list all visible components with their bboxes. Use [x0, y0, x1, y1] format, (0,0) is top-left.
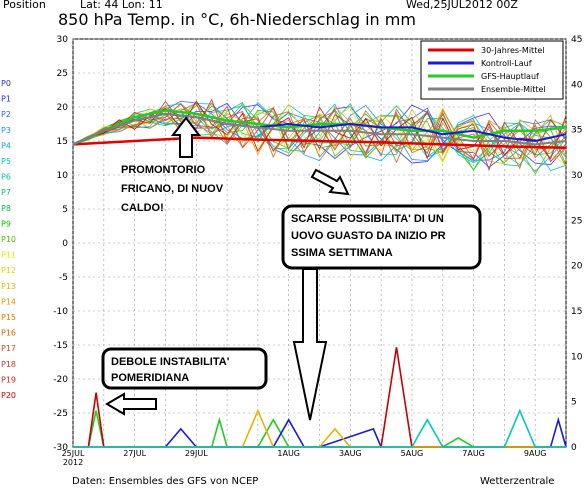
data-source: Daten: Ensembles des GFS von NCEP: [72, 476, 259, 487]
up-arrow-icon: [170, 116, 202, 158]
x-tick-label: 27JUL: [123, 449, 146, 458]
left-arrow-icon: [105, 392, 157, 416]
y-right-tick-label: 25: [571, 216, 582, 226]
series-ensemble-mittel: [72, 112, 567, 146]
legend-label: Ensemble-Mittel: [481, 85, 546, 94]
x-tick-label: 3AUG: [339, 449, 362, 458]
y-left-tick-label: -15: [53, 341, 68, 351]
perturbation-label: P19: [1, 375, 16, 384]
y-left-tick-label: 20: [57, 103, 69, 113]
y-left-tick-label: -5: [59, 273, 68, 283]
perturbation-label: P7: [1, 188, 11, 197]
x-tick-label: 7AUG: [462, 449, 485, 458]
brand-label: Wetterzentrale: [480, 476, 555, 487]
perturbation-label: P3: [1, 126, 11, 135]
y-left-tick-label: -25: [53, 409, 68, 419]
y-right-tick-label: 15: [571, 307, 582, 317]
perturbation-label: P18: [1, 360, 16, 369]
run-datetime: Wed,25JUL2012 00Z: [406, 0, 518, 11]
y-right-tick-label: 5: [571, 398, 577, 408]
series-30-jahres-mittel: [72, 136, 567, 150]
y-left-tick-label: 5: [62, 205, 68, 215]
ensemble-member-p18: [72, 103, 567, 163]
down-arrow-icon: [292, 268, 328, 421]
perturbation-label: P11: [1, 251, 16, 260]
legend-label: Kontroll-Lauf: [481, 59, 532, 68]
y-right-tick-label: 30: [571, 171, 583, 181]
y-right-tick-label: 45: [571, 35, 582, 45]
annotation-box: [101, 347, 268, 390]
perturbation-label: P0: [1, 79, 11, 88]
y-right-tick-label: 35: [571, 126, 582, 136]
annotation-debole: DEBOLE INSTABILITA': [111, 356, 230, 368]
perturbation-label: P5: [1, 157, 11, 166]
x-tick-label: 5AUG: [401, 449, 424, 458]
y-right-tick-label: 20: [571, 262, 583, 272]
annotation-promontorio: PROMONTORIO: [121, 164, 206, 176]
y-left-tick-label: 0: [62, 239, 68, 249]
annotation-scarse: SSIMA SETTIMANA: [291, 247, 393, 259]
perturbation-label: P1: [1, 95, 11, 104]
perturbation-label: P14: [1, 297, 16, 306]
perturbation-label: P17: [1, 344, 16, 353]
perturbation-label: P20: [1, 391, 16, 400]
y-left-tick-label: 10: [57, 171, 69, 181]
y-right-tick-label: 0: [571, 443, 577, 453]
perturbation-label: P6: [1, 173, 11, 182]
x-tick-label: 29JUL: [185, 449, 208, 458]
perturbation-label: P16: [1, 329, 16, 338]
y-left-tick-label: 25: [57, 69, 68, 79]
x-tick-label: 1AUG: [277, 449, 300, 458]
perturbation-label: P8: [1, 204, 11, 213]
annotations: PROMONTORIO FRICANO, DI NUOV CALDO! SCARS…: [101, 116, 482, 421]
x-tick-label: 9AUG: [524, 449, 547, 458]
perturbation-label: P2: [1, 110, 11, 119]
axes: 30 25 20 15 10 5 0 -5 -10 -15 -20 -25 -30 45 40 35 30 25 2…: [1, 35, 583, 467]
series-gfs-hauptlauf: [72, 109, 567, 146]
perturbation-label: P13: [1, 282, 16, 291]
perturbation-label: P4: [1, 141, 11, 150]
legend-label: 30-Jahres-Mittel: [481, 46, 544, 55]
perturbation-label: P10: [1, 235, 16, 244]
x-tick-label: 2012: [63, 458, 83, 467]
precipitation-series: [73, 347, 567, 448]
y-left-tick-label: 30: [57, 35, 69, 45]
precip-p5: [73, 408, 566, 448]
y-right-tick-label: 40: [571, 80, 583, 90]
x-tick-label: 25JUL: [62, 449, 85, 458]
annotation-debole: POMERIDIANA: [111, 372, 189, 384]
y-left-tick-label: -10: [53, 307, 68, 317]
ensemble-member-p3: [72, 101, 567, 173]
perturbation-label: P15: [1, 313, 16, 322]
legend-label: GFS-Hauptlauf: [481, 72, 539, 81]
annotation-scarse: SCARSE POSSIBILITA' DI UN: [291, 213, 444, 225]
annotation-promontorio: CALDO!: [121, 202, 164, 214]
perturbation-label: P12: [1, 266, 16, 275]
latlon-label: Lat: 44 Lon: 11: [80, 0, 163, 11]
temperature-series: [72, 109, 567, 150]
diagonal-arrow-icon: [310, 168, 350, 196]
annotation-scarse: UOVO GUASTO DA INIZIO PR: [291, 230, 446, 242]
y-left-tick-label: -20: [53, 375, 68, 385]
chart-title: 850 hPa Temp. in °C, 6h-Niederschlag in …: [58, 10, 416, 29]
annotation-box: [281, 204, 482, 270]
position-label: Position: [3, 0, 46, 11]
y-right-tick-label: 10: [571, 352, 583, 362]
legend: 30-Jahres-Mittel Kontroll-Lauf GFS-Hauptla…: [420, 40, 564, 100]
y-left-tick-label: 15: [57, 137, 68, 147]
perturbation-label: P9: [1, 219, 11, 228]
y-left-tick-label: -30: [53, 443, 68, 453]
annotation-promontorio: FRICANO, DI NUOV: [121, 183, 224, 195]
